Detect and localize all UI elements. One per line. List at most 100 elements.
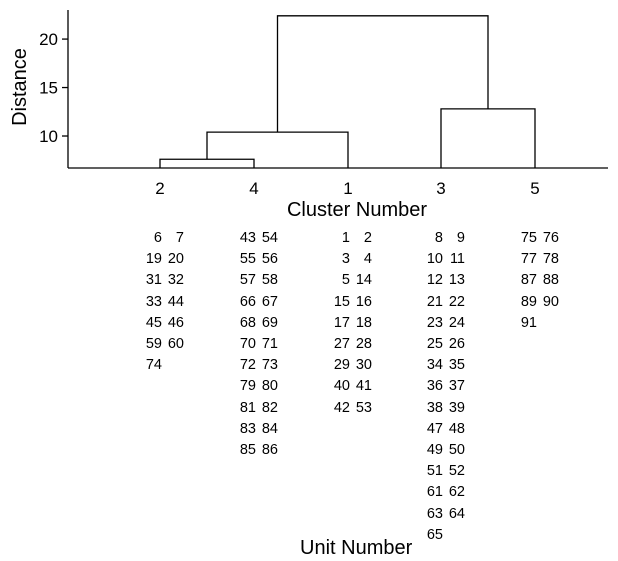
- unit-number: 68: [239, 314, 256, 331]
- unit-number: 66: [239, 293, 256, 310]
- unit-number: 50: [448, 442, 465, 459]
- unit-row: 38 39: [424, 398, 465, 419]
- y-axis-label: Distance: [9, 48, 31, 126]
- unit-row: 75 76: [518, 228, 559, 249]
- unit-number: 82: [261, 399, 278, 416]
- unit-number: 14: [355, 272, 372, 289]
- unit-row: 34 35: [424, 355, 465, 376]
- unit-number: 21: [426, 293, 443, 310]
- unit-number: 29: [333, 357, 350, 374]
- unit-row: 17 18: [331, 313, 372, 334]
- unit-number: 59: [145, 336, 162, 353]
- unit-number: 18: [355, 314, 372, 331]
- unit-row: 87 88: [518, 270, 559, 291]
- unit-row: 51 52: [424, 461, 465, 482]
- unit-number: 31: [145, 272, 162, 289]
- unit-row: 55 56: [237, 249, 278, 270]
- unit-number: 27: [333, 336, 350, 353]
- unit-number: 81: [239, 399, 256, 416]
- unit-number: 90: [542, 293, 559, 310]
- unit-number: 45: [145, 314, 162, 331]
- unit-number: 49: [426, 442, 443, 459]
- cluster-number-label: 1: [343, 179, 352, 198]
- unit-number: 62: [448, 484, 465, 501]
- unit-row: 83 84: [237, 419, 278, 440]
- unit-row: 85 86: [237, 440, 278, 461]
- unit-row: 91: [518, 313, 559, 334]
- unit-row: 12 13: [424, 270, 465, 291]
- y-tick-label: 15: [39, 79, 58, 98]
- unit-row: 27 28: [331, 334, 372, 355]
- unit-row: 74: [143, 355, 184, 376]
- unit-number: 44: [167, 293, 184, 310]
- unit-row: 81 82: [237, 398, 278, 419]
- unit-row: 31 32: [143, 270, 184, 291]
- cluster-number-label: 4: [249, 179, 258, 198]
- unit-row: 25 26: [424, 334, 465, 355]
- unit-row: 36 37: [424, 376, 465, 397]
- unit-row: 21 22: [424, 292, 465, 313]
- unit-number: 76: [542, 230, 559, 246]
- y-tick-label: 20: [39, 30, 58, 49]
- unit-number: 64: [448, 505, 465, 522]
- unit-row: 63 64: [424, 504, 465, 525]
- unit-row: 72 73: [237, 355, 278, 376]
- unit-number: 17: [333, 314, 350, 331]
- unit-number: 20: [167, 251, 184, 268]
- unit-number: 72: [239, 357, 256, 374]
- y-tick-label: 10: [39, 127, 58, 146]
- unit-number: 25: [426, 336, 443, 353]
- unit-row: 45 46: [143, 313, 184, 334]
- unit-row: 65: [424, 525, 465, 546]
- unit-number: 43: [239, 230, 256, 246]
- dendrogram-link: [159, 158, 255, 168]
- unit-number: 87: [520, 272, 537, 289]
- unit-number: 89: [520, 293, 537, 310]
- unit-row: 5 14: [331, 270, 372, 291]
- unit-number: 51: [426, 463, 443, 480]
- unit-number: 22: [448, 293, 465, 310]
- unit-number: 41: [355, 378, 372, 395]
- unit-row: 33 44: [143, 292, 184, 313]
- unit-number: 34: [426, 357, 443, 374]
- unit-number: 80: [261, 378, 278, 395]
- unit-row: 77 78: [518, 249, 559, 270]
- unit-number: 3: [341, 251, 350, 268]
- unit-row: 79 80: [237, 376, 278, 397]
- unit-row: 70 71: [237, 334, 278, 355]
- unit-list-cluster-2: 6 7 19 20 31 32 33 44 45 46 59 60 74: [143, 228, 184, 376]
- cluster-labels: 2 4 1 3 5: [155, 179, 539, 198]
- unit-number: 83: [239, 420, 256, 437]
- unit-number: 37: [448, 378, 465, 395]
- unit-number: 35: [448, 357, 465, 374]
- unit-number: 56: [261, 251, 278, 268]
- unit-number: 70: [239, 336, 256, 353]
- unit-number: 63: [426, 505, 443, 522]
- unit-list-cluster-5: 75 76 77 78 87 88 89 90 91: [518, 228, 559, 334]
- unit-number: 33: [145, 293, 162, 310]
- unit-number: 11: [449, 251, 465, 268]
- unit-number: 32: [167, 272, 184, 289]
- cluster-number-label: 3: [436, 179, 445, 198]
- unit-row: 42 53: [331, 398, 372, 419]
- unit-number: 13: [448, 272, 465, 289]
- unit-number: 54: [261, 230, 278, 246]
- unit-number: 24: [448, 314, 465, 331]
- unit-number: 16: [355, 293, 372, 310]
- cluster-number-label: 5: [530, 179, 539, 198]
- unit-row: 59 60: [143, 334, 184, 355]
- unit-row: 19 20: [143, 249, 184, 270]
- unit-number: 58: [261, 272, 278, 289]
- unit-list-cluster-3: 8 9 10 11 12 13 21 22 23 24 25 26 34 35 36 37 38 39 47 48 49…: [424, 228, 465, 546]
- unit-number: 30: [355, 357, 372, 374]
- unit-number: 4: [363, 251, 372, 268]
- unit-number: 7: [175, 230, 184, 246]
- unit-number: 9: [456, 230, 465, 246]
- unit-number: 77: [520, 251, 537, 268]
- x-axis-label: Cluster Number: [287, 199, 427, 221]
- unit-row: 47 48: [424, 419, 465, 440]
- unit-number: 26: [448, 336, 465, 353]
- unit-number: 74: [145, 357, 162, 374]
